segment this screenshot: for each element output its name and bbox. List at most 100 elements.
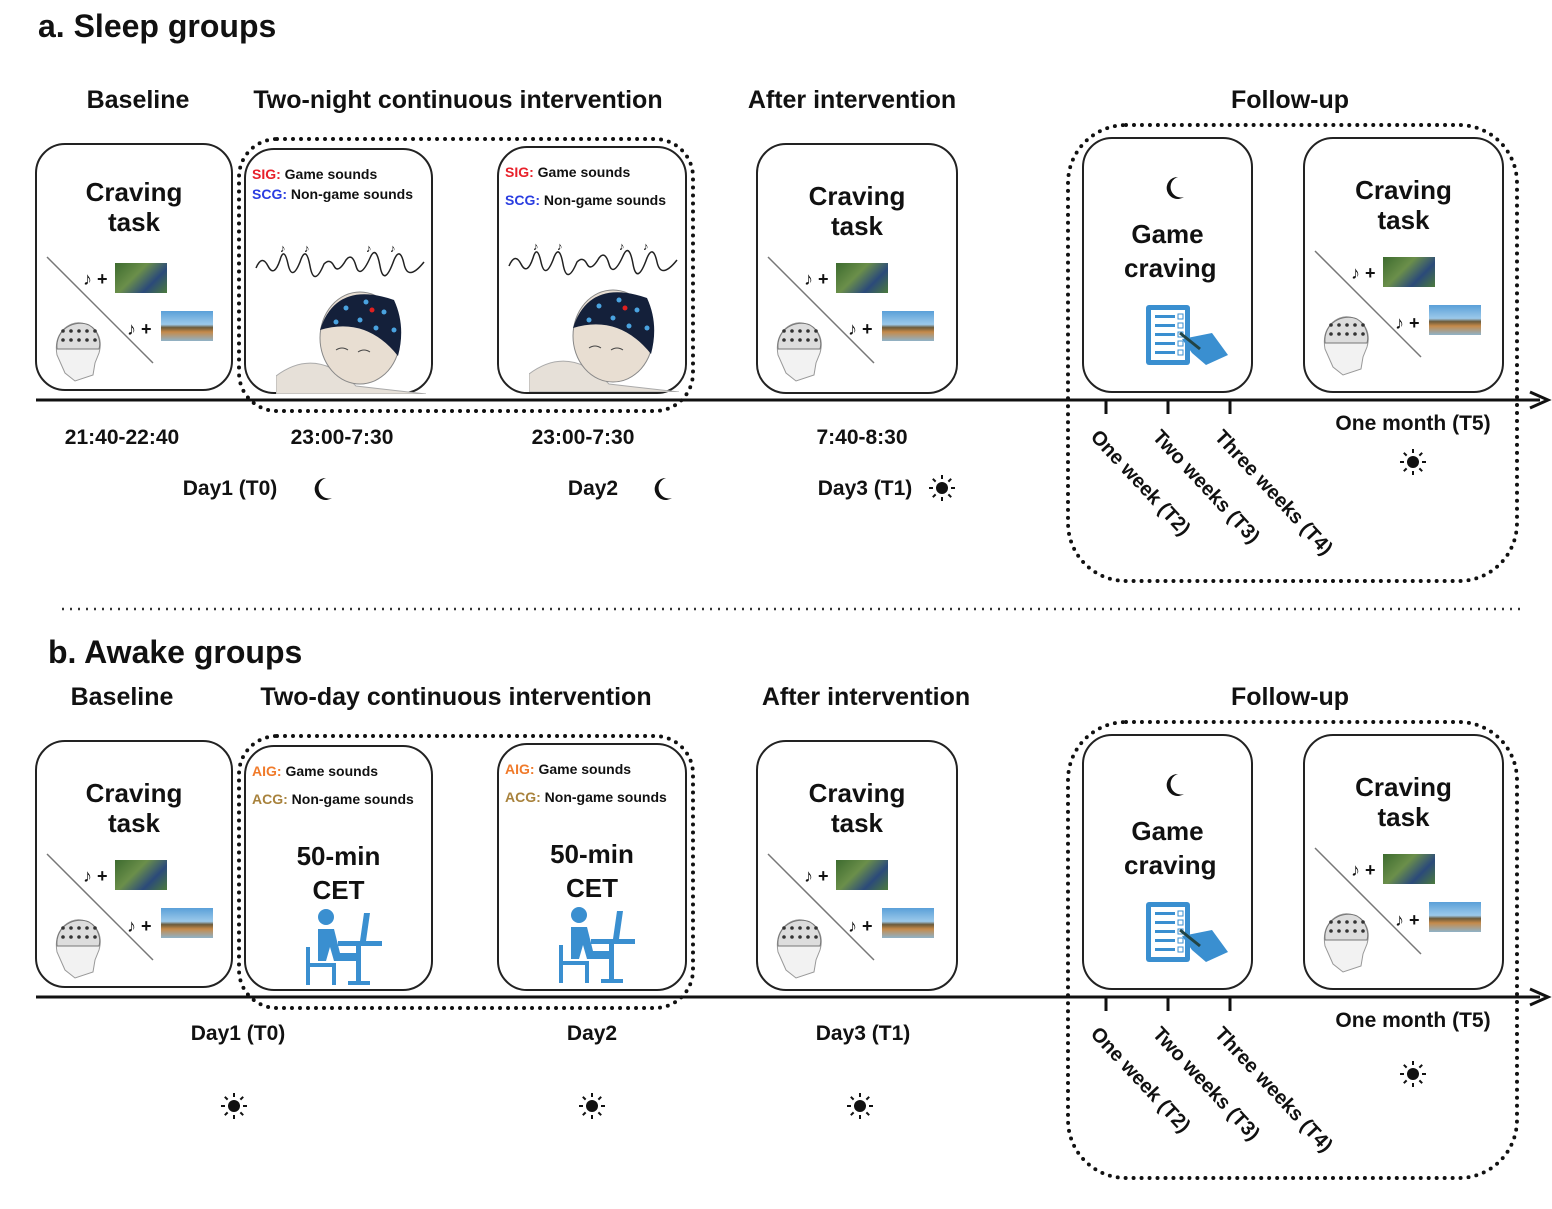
time-label: 21:40-22:40	[64, 426, 180, 449]
game-image	[1383, 854, 1435, 884]
heading-after: After intervention	[761, 683, 971, 711]
music-note-icon: ♪ +	[1395, 910, 1420, 930]
heading-baseline: Baseline	[70, 683, 174, 711]
group-desc: Non-game sounds	[543, 192, 667, 208]
svg-text:♪: ♪	[366, 243, 372, 255]
day-label: Day3 (T1)	[815, 1022, 911, 1045]
landscape-image	[161, 311, 213, 341]
intervention-box: AIG: Game sounds ACG: Non-game sounds 50-m…	[244, 745, 433, 991]
svg-text:♪: ♪	[304, 243, 310, 255]
landscape-image	[1429, 902, 1481, 932]
after-craving-box: Craving task ♪ + ♪ +	[756, 143, 958, 394]
game-craving-box: Game craving	[1082, 734, 1253, 990]
day-label: Day1 (T0)	[182, 477, 278, 500]
group-line: SIG: Game sounds	[252, 166, 377, 182]
sleeping-person-eeg-icon	[528, 284, 680, 393]
baseline-craving-box: Craving task ♪ + ♪ +	[35, 143, 233, 391]
followup-craving-box: Craving task ♪ + ♪ +	[1303, 734, 1504, 990]
heading-followup: Follow-up	[1230, 86, 1350, 114]
followup-craving-box: Craving task ♪ + ♪ +	[1303, 137, 1504, 393]
game-image	[115, 860, 167, 890]
eeg-head-icon	[45, 315, 105, 385]
game-image	[836, 263, 888, 293]
music-note-icon: ♪ +	[1395, 313, 1420, 333]
sleeping-person-eeg-icon	[275, 286, 427, 395]
group-line: AIG: Game sounds	[252, 763, 378, 779]
eeg-head-icon	[1313, 309, 1373, 379]
group-key: SCG:	[252, 186, 287, 202]
day-label: Day2	[566, 1022, 618, 1045]
divider-line	[45, 255, 185, 365]
intervention-box: SIG: Game sounds SCG: Non-game sounds ♪ ♪ ♪ ♪	[497, 146, 687, 394]
craving-task-label: Craving task	[808, 778, 906, 838]
baseline-craving-box: Craving task ♪ + ♪ +	[35, 740, 233, 988]
music-note-icon: ♪ +	[1351, 263, 1376, 283]
craving-task-label: Craving task	[808, 181, 906, 241]
time-label: 7:40-8:30	[816, 426, 908, 449]
music-note-icon: ♪ +	[848, 916, 873, 936]
svg-text:♪: ♪	[557, 241, 563, 253]
music-note-icon: ♪ +	[83, 269, 108, 289]
heading-followup: Follow-up	[1230, 683, 1350, 711]
landscape-image	[161, 908, 213, 938]
time-label: 23:00-7:30	[531, 426, 635, 449]
intervention-group-outline	[237, 137, 695, 413]
group-desc: Non-game sounds	[290, 186, 414, 202]
group-line: SCG: Non-game sounds	[252, 186, 413, 202]
followup-group-outline	[1066, 123, 1519, 583]
group-key: SIG:	[252, 166, 281, 182]
eeg-wave-icon: ♪ ♪ ♪ ♪	[507, 238, 679, 278]
moon-icon	[1162, 772, 1186, 798]
day-label: Day3 (T1)	[817, 477, 913, 500]
landscape-image	[1429, 305, 1481, 335]
divider-line	[1313, 846, 1453, 956]
group-key: ACG:	[505, 789, 541, 805]
panel-title: b. Awake groups	[48, 634, 303, 670]
divider-line	[45, 852, 185, 962]
panel-separator	[60, 600, 1522, 611]
music-note-icon: ♪ +	[848, 319, 873, 339]
day-label: Day1 (T0)	[190, 1022, 286, 1045]
time-label: 23:00-7:30	[290, 426, 394, 449]
heading-baseline: Baseline	[86, 86, 190, 114]
group-key: AIG:	[505, 761, 535, 777]
sun-icon	[846, 1092, 874, 1120]
game-image	[1383, 257, 1435, 287]
group-desc: Game sounds	[284, 166, 378, 182]
group-key: ACG:	[252, 791, 288, 807]
game-craving-label: Game craving	[1124, 816, 1217, 880]
cet-label: 50-min CET	[296, 841, 381, 905]
intervention-box: AIG: Game sounds ACG: Non-game sounds 50-m…	[497, 743, 687, 991]
eeg-wave-icon: ♪ ♪ ♪ ♪	[254, 240, 426, 280]
sun-icon	[928, 474, 956, 502]
svg-text:♪: ♪	[390, 243, 396, 255]
game-craving-box: Game craving	[1082, 137, 1253, 393]
cet-label: 50-min CET	[550, 839, 634, 903]
group-desc: Game sounds	[537, 164, 631, 180]
group-desc: Game sounds	[285, 763, 379, 779]
group-line: SIG: Game sounds	[505, 164, 630, 180]
svg-text:♪: ♪	[533, 241, 539, 253]
group-key: SIG:	[505, 164, 534, 180]
divider-line	[766, 255, 906, 365]
craving-task-label: Craving task	[1355, 175, 1452, 235]
group-line: ACG: Non-game sounds	[252, 791, 414, 807]
music-note-icon: ♪ +	[804, 269, 829, 289]
one-month-label: One month (T5)	[1335, 1009, 1491, 1032]
day-label: Day2	[567, 477, 619, 500]
group-key: AIG:	[252, 763, 282, 779]
followup-group-outline	[1066, 720, 1519, 1180]
eeg-head-icon	[45, 912, 105, 982]
svg-text:♪: ♪	[643, 241, 649, 253]
svg-text:♪: ♪	[280, 243, 286, 255]
group-line: ACG: Non-game sounds	[505, 789, 667, 805]
intervention-group-outline	[237, 734, 695, 1010]
heading-after: After intervention	[747, 86, 957, 114]
moon-icon	[310, 476, 334, 502]
eeg-head-icon	[766, 912, 826, 982]
music-note-icon: ♪ +	[804, 866, 829, 886]
music-note-icon: ♪ +	[1351, 860, 1376, 880]
after-craving-box: Craving task ♪ + ♪ +	[756, 740, 958, 991]
person-at-computer-icon	[300, 907, 384, 987]
